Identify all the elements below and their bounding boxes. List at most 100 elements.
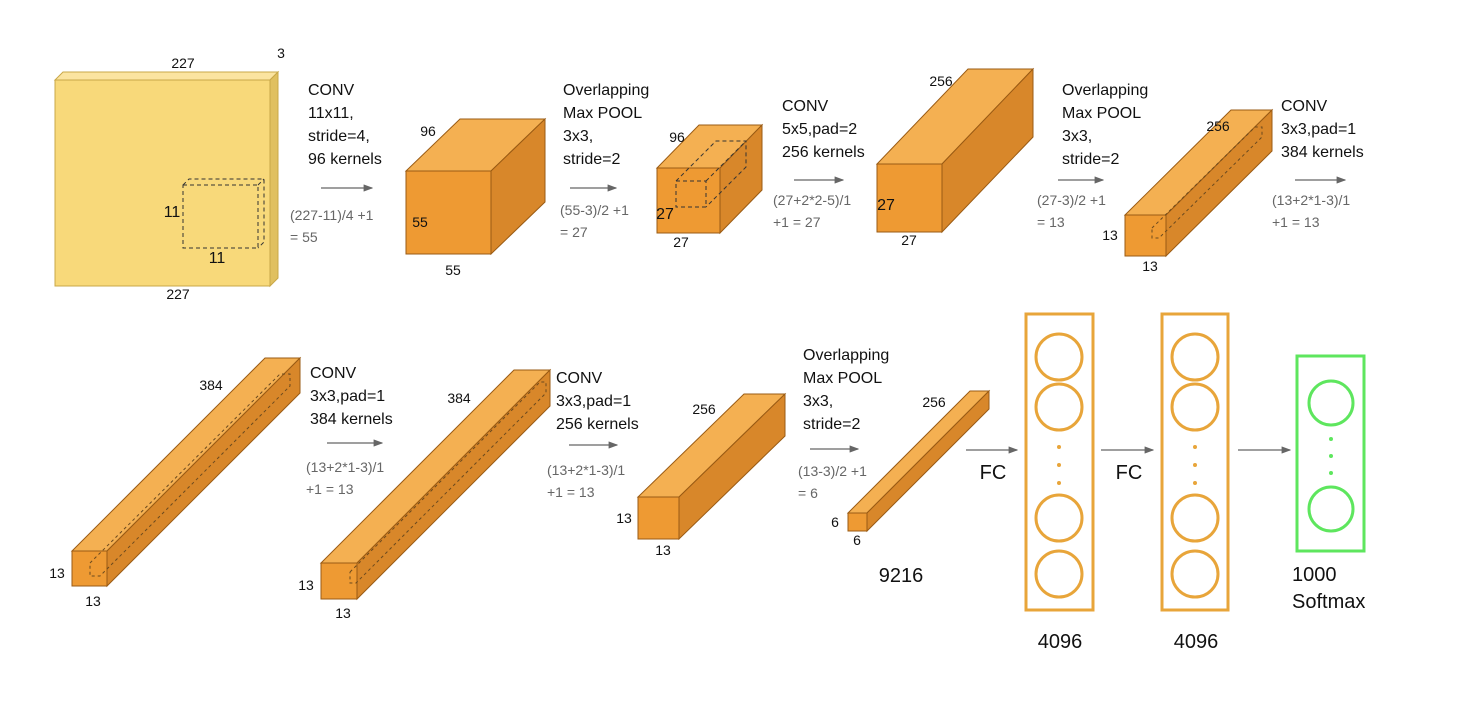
input-kernel-window-depth (182, 178, 265, 249)
stage-op-line: 96 kernels (308, 151, 382, 168)
stage-calc-line: +1 = 13 (547, 484, 595, 500)
volume-height-label: 13 (1102, 227, 1118, 243)
stage-conv2-label: CONV 5x5,pad=2 256 kernels (782, 98, 865, 161)
stage-op-line: 384 kernels (310, 411, 393, 428)
stage-op-line: Max POOL (563, 105, 642, 122)
stage-calc-line: = 13 (1037, 214, 1065, 230)
volume-width-label: 13 (655, 542, 671, 558)
stage-op-line: 3x3,pad=1 (556, 393, 631, 410)
volume-width-label: 13 (1142, 258, 1158, 274)
volume-pool2 (1123, 108, 1274, 258)
kernel-height-label: 11 (164, 204, 181, 221)
fc-layer-box (1024, 312, 1095, 612)
stage-pool3-label: Overlapping Max POOL 3x3, stride=2 (803, 347, 889, 433)
stage-calc-line: = 27 (560, 224, 588, 240)
volume-conv5 (636, 392, 787, 541)
stage-op-line: 5x5,pad=2 (782, 121, 857, 138)
pool-window (675, 180, 707, 208)
input-image-volume (53, 70, 280, 288)
stage-conv5-label: CONV 3x3,pad=1 256 kernels (556, 370, 639, 433)
volume-depth-label: 96 (420, 123, 436, 139)
input-front-face (54, 79, 271, 287)
stage-calc-line: (13+2*1-3)/1 (1272, 192, 1350, 208)
fc-size-label: 4096 (1174, 631, 1219, 653)
volume-height-label: 6 (831, 514, 839, 530)
volume-conv3 (70, 356, 302, 588)
stage-calc-line: +1 = 27 (773, 214, 821, 230)
pool-window-edge (705, 140, 747, 182)
volume-conv4 (319, 368, 552, 601)
volume-depth-label: 256 (922, 394, 946, 410)
fc-layer-1 (1024, 312, 1095, 612)
stage-op-line: CONV (1281, 98, 1328, 115)
volume-pool1 (655, 123, 764, 235)
fc-layer-box (1160, 312, 1230, 612)
stage-op-line: Overlapping (803, 347, 889, 364)
stage-conv4-label: CONV 3x3,pad=1 384 kernels (310, 365, 393, 428)
ellipsis-dot (1193, 463, 1197, 467)
neuron-node (1034, 332, 1084, 382)
ellipsis-dot (1057, 481, 1061, 485)
volume-depth-label: 384 (447, 390, 471, 406)
stage-op-line: Overlapping (1062, 82, 1148, 99)
ellipsis-dot (1057, 445, 1061, 449)
output-count-label: 1000 (1292, 564, 1337, 586)
stage-op-line: CONV (782, 98, 829, 115)
stage-calc-line: (13+2*1-3)/1 (547, 462, 625, 478)
volume-top-face (70, 357, 302, 552)
input-top-face (53, 71, 280, 81)
ellipsis-dot (1193, 481, 1197, 485)
stage-pool1-label: Overlapping Max POOL 3x3, stride=2 (563, 82, 649, 168)
stage-op-line: Max POOL (803, 370, 882, 387)
stage-op-line: 3x3,pad=1 (1281, 121, 1356, 138)
volume-kernel-trace (349, 381, 547, 584)
volume-depth-label: 256 (929, 73, 953, 89)
volume-depth-label: 256 (692, 401, 716, 417)
stage-op-line: stride=2 (563, 151, 620, 168)
stage-calc-line: (13+2*1-3)/1 (306, 459, 384, 475)
fc-label: FC (980, 462, 1007, 484)
volume-front-face (71, 550, 108, 587)
volume-width-label: 13 (335, 605, 351, 621)
ellipsis-dot (1329, 454, 1333, 458)
fc-label: FC (1116, 462, 1143, 484)
stage-op-line: 3x3, (1062, 128, 1092, 145)
volume-kernel-trace (89, 373, 291, 577)
volume-front-face (637, 496, 680, 540)
softmax-output-layer (1295, 354, 1366, 553)
volume-front-face (320, 562, 358, 600)
volume-height-label: 27 (656, 206, 674, 223)
volume-width-label: 13 (85, 593, 101, 609)
stage-op-line: 384 kernels (1281, 144, 1364, 161)
stage-calc-line: = 6 (798, 485, 818, 501)
input-depth-label: 3 (277, 45, 285, 61)
stage-op-line: stride=2 (1062, 151, 1119, 168)
ellipsis-dot (1057, 463, 1061, 467)
ellipsis-dot (1329, 471, 1333, 475)
stage-op-line: CONV (308, 82, 355, 99)
stage-op-line: 3x3, (563, 128, 593, 145)
output-node (1307, 379, 1355, 427)
input-side-face (269, 70, 279, 288)
ellipsis-dot (1193, 445, 1197, 449)
neuron-node (1170, 493, 1220, 543)
stage-calc-line: (27+2*2-5)/1 (773, 192, 851, 208)
volume-conv2 (875, 67, 1035, 234)
stage-calc-line: (27-3)/2 +1 (1037, 192, 1106, 208)
volume-height-label: 55 (412, 214, 428, 230)
stage-op-line: 11x11, (308, 105, 354, 122)
volume-top-face (846, 390, 991, 514)
volume-front-face (1124, 214, 1167, 257)
neuron-node (1034, 382, 1084, 432)
volume-height-label: 13 (49, 565, 65, 581)
stage-calc-line: (227-11)/4 +1 (290, 207, 374, 223)
stage-op-line: stride=4, (308, 128, 370, 145)
neuron-node (1170, 332, 1220, 382)
volume-height-label: 13 (616, 510, 632, 526)
stage-op-line: 256 kernels (556, 416, 639, 433)
volume-width-label: 6 (853, 532, 861, 548)
volume-width-label: 27 (673, 234, 689, 250)
output-node (1307, 485, 1355, 533)
stage-calc-line: = 55 (290, 229, 318, 245)
volume-depth-label: 96 (669, 129, 685, 145)
